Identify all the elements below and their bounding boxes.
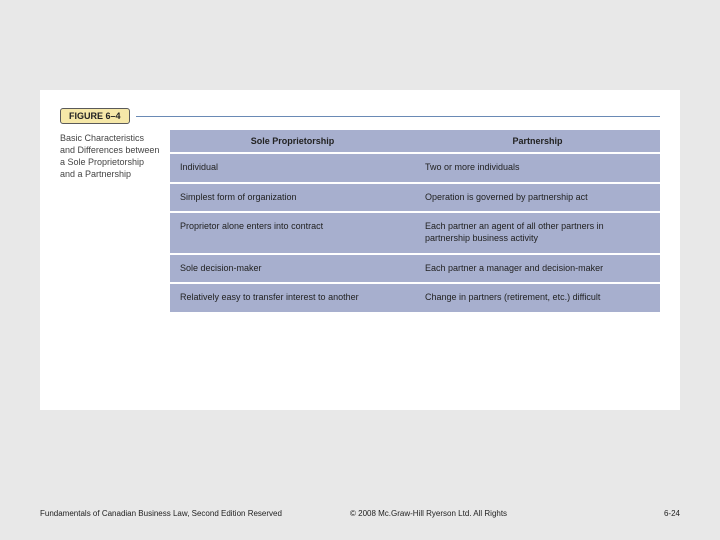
cell: Individual bbox=[170, 153, 415, 183]
cell: Relatively easy to transfer interest to … bbox=[170, 283, 415, 312]
content-row: Basic Characteristics and Differences be… bbox=[60, 130, 660, 312]
cell: Each partner a manager and decision-make… bbox=[415, 254, 660, 284]
table-row: Proprietor alone enters into contract Ea… bbox=[170, 212, 660, 253]
footer-page-number: 6-24 bbox=[630, 509, 680, 518]
comparison-table: Sole Proprietorship Partnership Individu… bbox=[170, 130, 660, 312]
cell: Operation is governed by partnership act bbox=[415, 183, 660, 213]
col-header-partnership: Partnership bbox=[415, 130, 660, 153]
table-header-row: Sole Proprietorship Partnership bbox=[170, 130, 660, 153]
table-row: Sole decision-maker Each partner a manag… bbox=[170, 254, 660, 284]
table-row: Individual Two or more individuals bbox=[170, 153, 660, 183]
slide-panel: FIGURE 6–4 Basic Characteristics and Dif… bbox=[40, 90, 680, 410]
figure-label: FIGURE 6–4 bbox=[60, 108, 130, 124]
table-row: Simplest form of organization Operation … bbox=[170, 183, 660, 213]
cell: Simplest form of organization bbox=[170, 183, 415, 213]
col-header-sole: Sole Proprietorship bbox=[170, 130, 415, 153]
cell: Change in partners (retirement, etc.) di… bbox=[415, 283, 660, 312]
footer-book-title: Fundamentals of Canadian Business Law, S… bbox=[40, 509, 320, 518]
footer: Fundamentals of Canadian Business Law, S… bbox=[40, 509, 680, 518]
cell: Sole decision-maker bbox=[170, 254, 415, 284]
figure-rule bbox=[136, 116, 660, 117]
table-row: Relatively easy to transfer interest to … bbox=[170, 283, 660, 312]
cell: Each partner an agent of all other partn… bbox=[415, 212, 660, 253]
comparison-table-wrap: Sole Proprietorship Partnership Individu… bbox=[170, 130, 660, 312]
figure-header: FIGURE 6–4 bbox=[60, 108, 660, 124]
footer-copyright: © 2008 Mc.Graw-Hill Ryerson Ltd. All Rig… bbox=[320, 509, 630, 518]
figure-caption: Basic Characteristics and Differences be… bbox=[60, 130, 160, 312]
cell: Two or more individuals bbox=[415, 153, 660, 183]
cell: Proprietor alone enters into contract bbox=[170, 212, 415, 253]
